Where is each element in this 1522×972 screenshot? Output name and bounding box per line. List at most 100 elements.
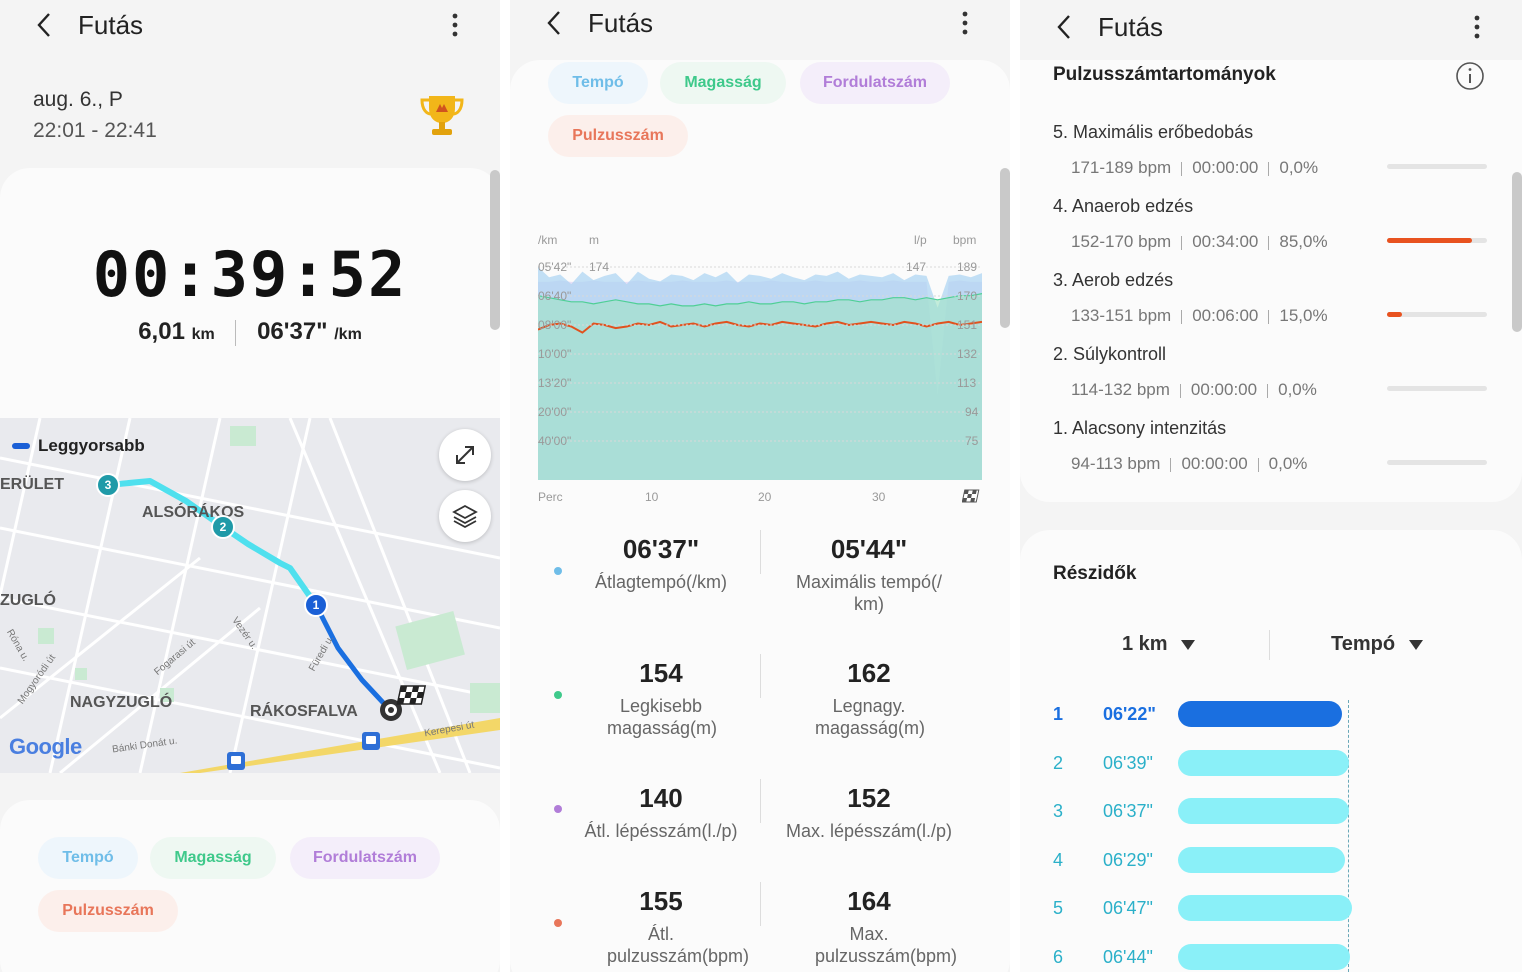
split-bar[interactable] xyxy=(1178,895,1353,921)
stat-dot-heart-rate xyxy=(554,919,562,927)
info-icon[interactable] xyxy=(1454,60,1486,92)
zone-detail: 94-113 bpm 00:00:00 0,0% xyxy=(1071,454,1308,473)
header: Futás xyxy=(510,0,1010,60)
chip-magassag[interactable]: Magasság xyxy=(150,837,276,879)
split-pace: 06'37" xyxy=(1103,801,1153,821)
chart-selector-card xyxy=(0,800,500,972)
chip-magassag[interactable]: Magasság xyxy=(660,62,786,104)
workout-chart[interactable] xyxy=(538,258,982,480)
scrollbar[interactable] xyxy=(1512,172,1522,332)
split-pace: 06'39" xyxy=(1103,753,1153,773)
stat-dot-cadence xyxy=(554,805,562,813)
zone-bar xyxy=(1387,386,1487,391)
layers-icon xyxy=(452,504,478,529)
map-label: ZUGLÓ xyxy=(0,592,56,609)
zone-detail: 133-151 bpm 00:06:00 15,0% xyxy=(1071,306,1328,325)
km-marker[interactable]: 1 xyxy=(304,593,328,617)
split-number: 6 xyxy=(1053,947,1064,967)
split-bar[interactable] xyxy=(1178,701,1342,727)
duration-value: 00:39:52 xyxy=(92,238,408,311)
chip-fordulatszam[interactable]: Fordulatszám xyxy=(290,837,440,879)
km-marker[interactable]: 3 xyxy=(96,473,120,497)
km-marker[interactable]: 2 xyxy=(211,515,235,539)
stat-dot-altitude xyxy=(554,691,562,699)
x-tick: 10 xyxy=(645,490,659,504)
split-number: 1 xyxy=(1053,704,1064,724)
chip-pulzusszam[interactable]: Pulzusszám xyxy=(38,890,178,932)
chip-tempo[interactable]: Tempó xyxy=(38,837,138,879)
chip-pulzusszam[interactable]: Pulzusszám xyxy=(548,115,688,157)
more-options-icon[interactable] xyxy=(950,10,980,38)
transit-icon xyxy=(227,752,245,770)
pace-tick: 08'00" xyxy=(538,318,572,332)
distance-value: 6,01 xyxy=(138,318,185,345)
split-pace: 06'22" xyxy=(1103,704,1156,724)
distance-pace-line: 6,01 km 06'37" /km xyxy=(0,318,500,346)
pace-tick: 06'40" xyxy=(538,289,572,303)
more-options-icon[interactable] xyxy=(440,12,470,40)
split-bar[interactable] xyxy=(1178,750,1349,776)
split-number: 4 xyxy=(1053,850,1064,870)
page-title: Futás xyxy=(588,8,654,38)
page-title: Futás xyxy=(78,10,144,40)
scrollbar[interactable] xyxy=(1000,168,1010,328)
x-tick: 20 xyxy=(758,490,772,504)
divider xyxy=(1269,630,1270,660)
workout-time-range: 22:01 - 22:41 xyxy=(33,119,157,142)
split-bar[interactable] xyxy=(1178,847,1346,873)
back-arrow-icon[interactable] xyxy=(540,8,570,38)
chart-panel: Futás Tempó Magasság Fordulatszám Pulzus… xyxy=(510,0,1010,972)
series-heart-rate-line xyxy=(538,320,982,334)
stat-max-heart-rate: 164 Max. pulzusszám(bpm) xyxy=(815,886,958,966)
zone-bar xyxy=(1387,312,1487,317)
scrollbar[interactable] xyxy=(490,170,500,330)
pace-tick: 20'00" xyxy=(538,405,572,419)
pace-tick: 05'42" xyxy=(538,260,572,274)
split-number: 3 xyxy=(1053,801,1064,821)
expand-icon xyxy=(456,446,474,464)
split-bar[interactable] xyxy=(1178,798,1349,824)
pace-value: 06'37" xyxy=(257,318,328,345)
zone-bar xyxy=(1387,164,1487,169)
legend-swatch xyxy=(12,443,30,449)
expand-map-button[interactable] xyxy=(439,429,491,481)
x-axis-title: Perc xyxy=(538,490,563,504)
gridlines xyxy=(538,266,982,442)
zone-bar xyxy=(1387,460,1487,465)
divider xyxy=(235,319,237,346)
divider xyxy=(760,530,761,574)
hr-tick: 113 xyxy=(957,376,977,390)
chip-fordulatszam[interactable]: Fordulatszám xyxy=(800,62,950,104)
split-pace: 06'47" xyxy=(1103,898,1153,918)
stat-max-altitude: 162 Legnagy. magasság(m) xyxy=(815,658,926,738)
hr-tick: 75 xyxy=(965,434,979,448)
route-map[interactable]: ERÜLET ALSÓRÁKOS ZUGLÓ NAGYZUGLÓ RÁKOSFA… xyxy=(0,418,500,773)
header: Futás xyxy=(0,0,500,60)
split-unit-dropdown[interactable]: 1 km xyxy=(1122,633,1196,656)
stat-avg-cadence: 140 Átl. lépésszám(l./p) xyxy=(584,783,738,841)
chip-tempo[interactable]: Tempó xyxy=(548,62,648,104)
finish-flag-icon[interactable] xyxy=(378,682,428,724)
axis-unit: /km xyxy=(538,233,558,247)
dropdown-arrow-icon xyxy=(1408,639,1423,650)
summary-panel: Futás aug. 6., P 22:01 - 22:41 00:39:52 … xyxy=(0,0,500,972)
divider xyxy=(760,654,761,698)
more-options-icon[interactable] xyxy=(1462,14,1492,42)
zones-title: Pulzusszámtartományok xyxy=(1053,64,1276,85)
back-arrow-icon[interactable] xyxy=(30,10,60,40)
map-label: RÁKOSFALVA xyxy=(250,703,358,720)
series-altitude-line xyxy=(538,293,982,307)
stat-avg-pace: 06'37" Átlagtempó(/km) xyxy=(594,534,728,592)
zone-detail: 114-132 bpm 00:00:00 0,0% xyxy=(1071,380,1317,399)
zone-name: 3. Aerob edzés xyxy=(1053,270,1174,290)
zone-bar-fill xyxy=(1387,312,1402,317)
map-layers-button[interactable] xyxy=(439,490,491,542)
back-arrow-icon[interactable] xyxy=(1050,12,1080,42)
split-bar[interactable] xyxy=(1178,944,1351,970)
trophy-icon[interactable] xyxy=(417,90,467,140)
zone-detail: 152-170 bpm 00:34:00 85,0% xyxy=(1071,232,1328,251)
split-number: 2 xyxy=(1053,753,1064,773)
split-number: 5 xyxy=(1053,898,1064,918)
split-metric-dropdown[interactable]: Tempó xyxy=(1331,633,1423,656)
split-pace: 06'29" xyxy=(1103,850,1153,870)
